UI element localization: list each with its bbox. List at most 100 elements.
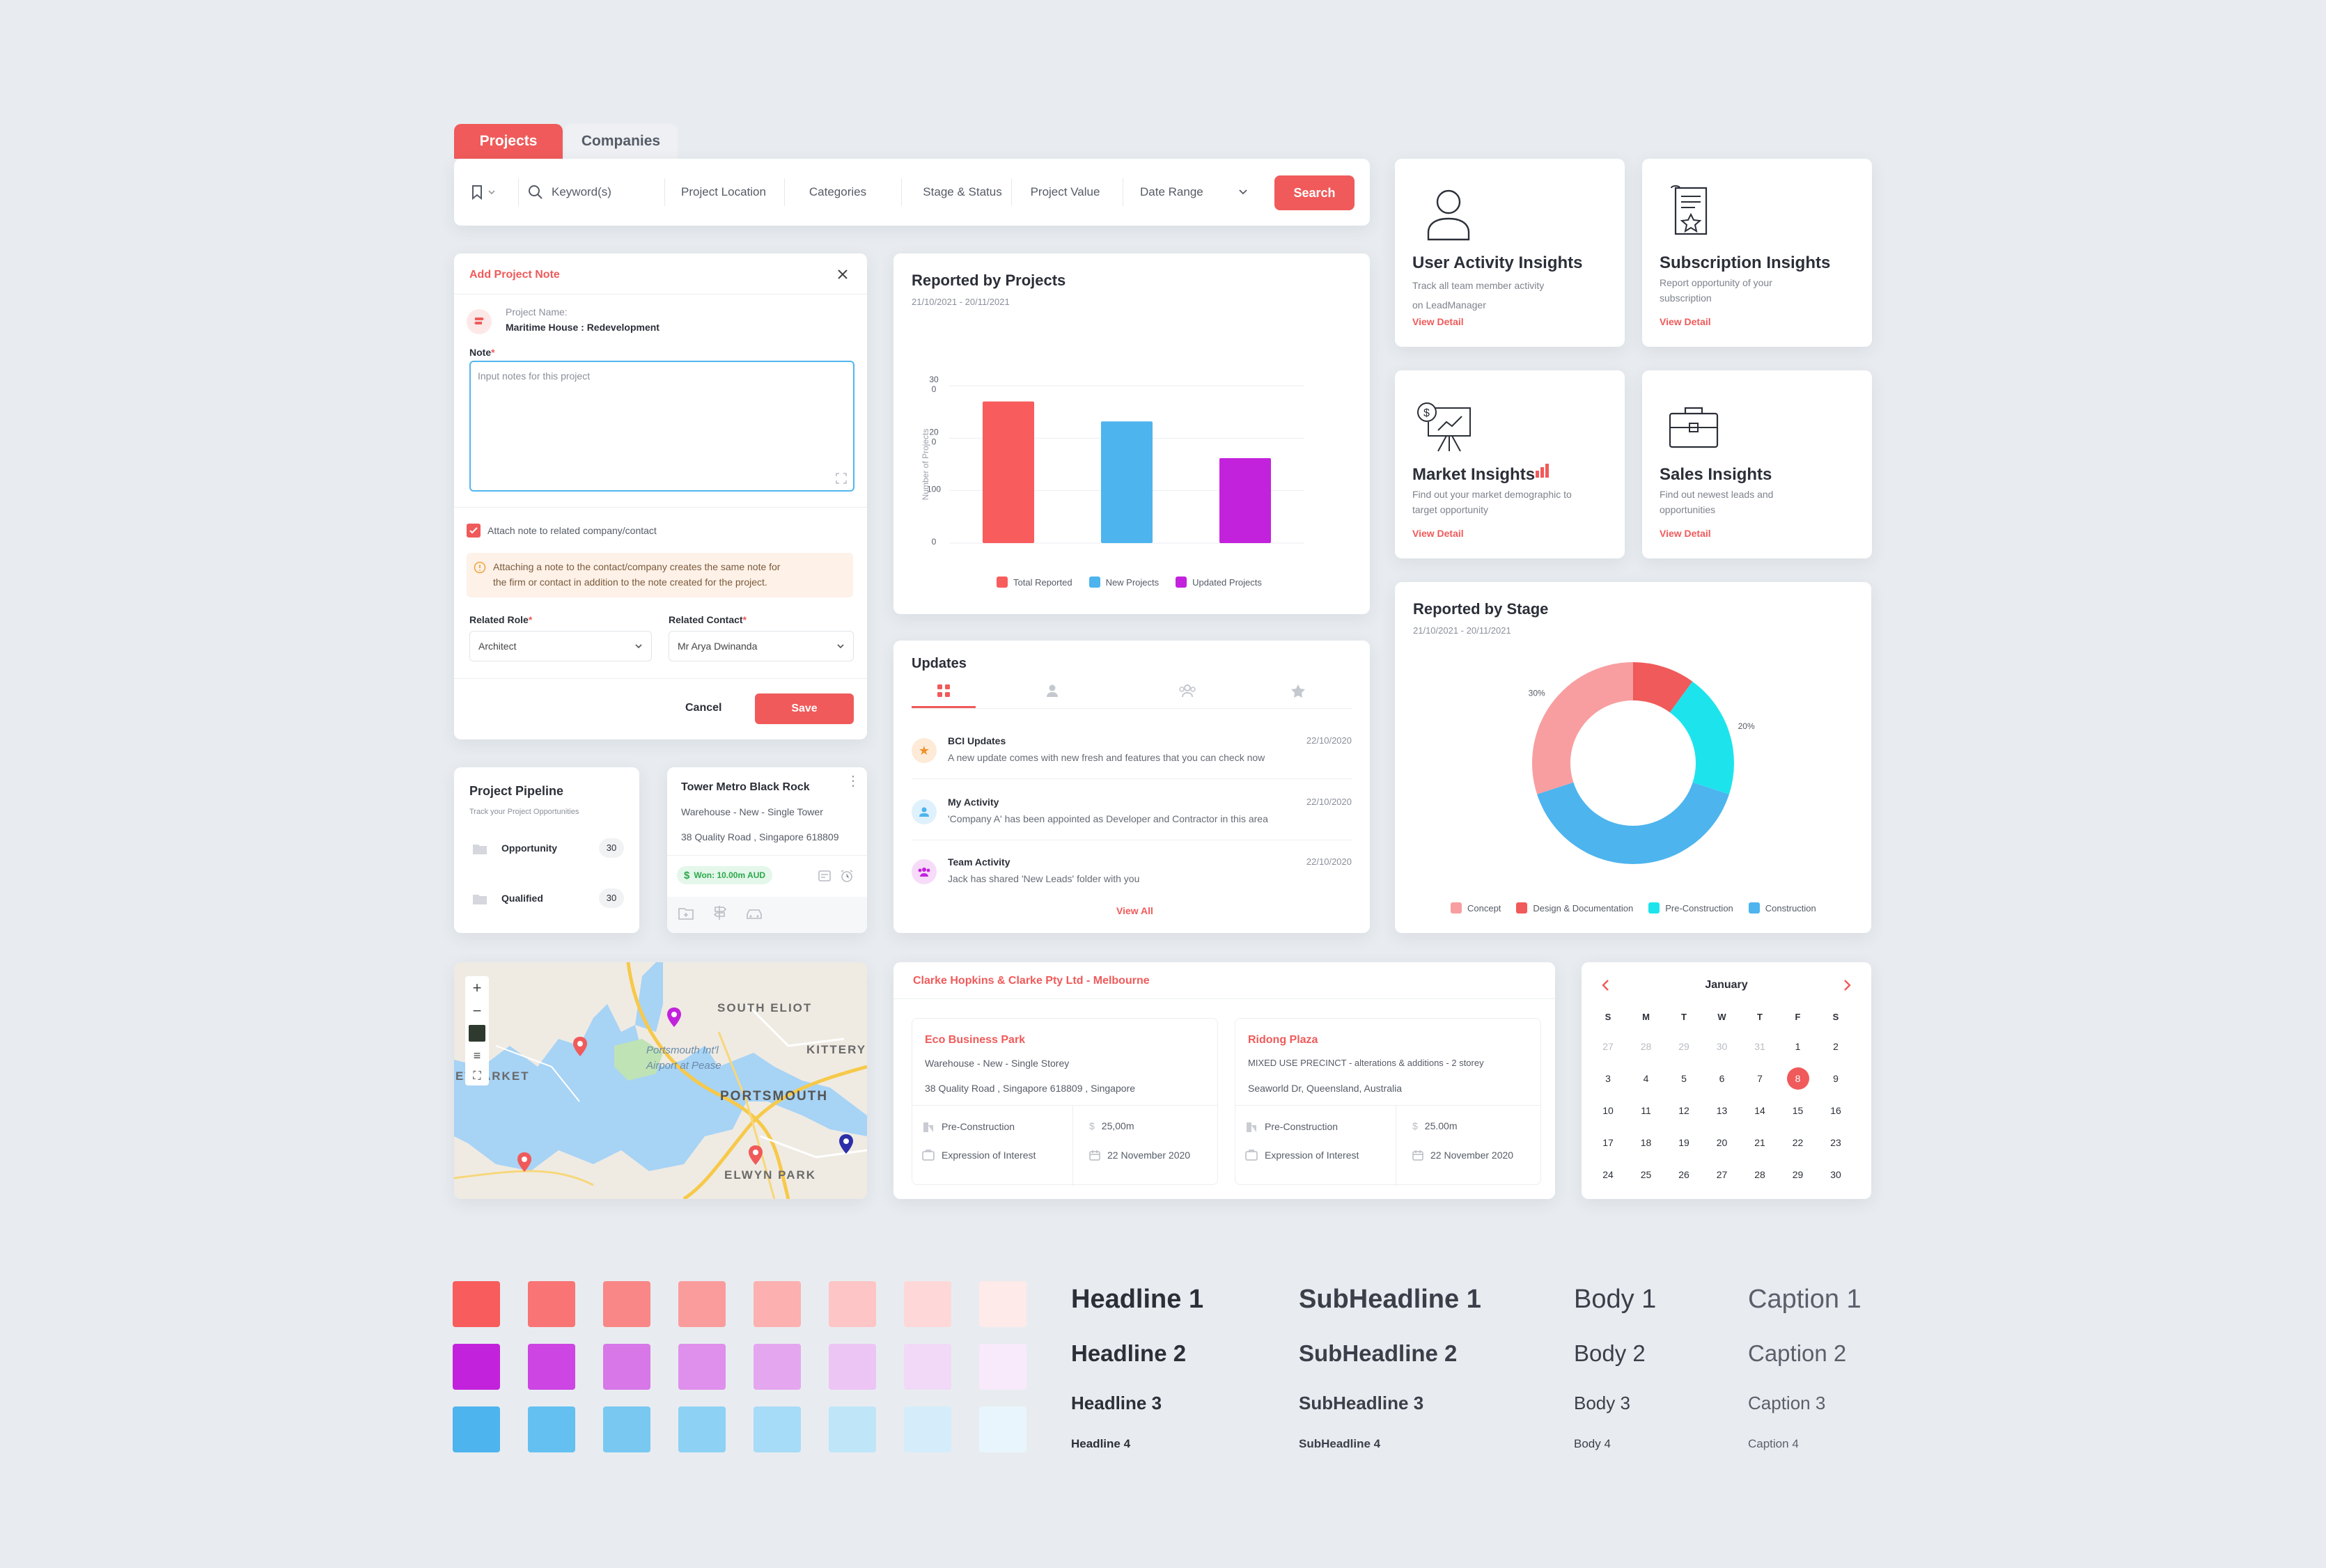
date-range-filter[interactable]: Date Range <box>1140 159 1258 226</box>
calendar-day[interactable]: 23 <box>1830 1137 1841 1148</box>
calendar-day[interactable]: 14 <box>1754 1105 1765 1116</box>
map-pin-icon[interactable] <box>838 1134 854 1154</box>
calendar-day[interactable]: 10 <box>1602 1105 1614 1116</box>
calendar-day[interactable]: 24 <box>1602 1169 1614 1180</box>
calendar-day[interactable]: 6 <box>1719 1073 1725 1084</box>
fullscreen-icon[interactable]: ⛶ <box>473 1070 481 1082</box>
calendar-day[interactable]: 29 <box>1792 1169 1804 1180</box>
folder-plus-icon[interactable] <box>678 907 694 920</box>
update-item[interactable]: ★ BCI Updates 22/10/2020 A new update co… <box>909 731 1355 791</box>
pipeline-row-qualified[interactable]: Qualified 30 <box>469 887 624 911</box>
satellite-icon[interactable] <box>469 1025 485 1042</box>
donut-slice-concept[interactable] <box>1532 662 1633 794</box>
star-icon[interactable] <box>1290 684 1306 698</box>
view-detail-link[interactable]: View Detail <box>1660 528 1711 539</box>
bar-updated-projects[interactable] <box>1219 457 1271 543</box>
calendar-day[interactable]: 4 <box>1643 1073 1649 1084</box>
close-icon[interactable] <box>836 267 850 281</box>
calendar-day[interactable]: 28 <box>1640 1041 1652 1052</box>
resize-icon[interactable] <box>835 472 848 485</box>
calendar-day[interactable]: 29 <box>1678 1041 1689 1052</box>
alarm-icon[interactable] <box>840 869 854 883</box>
calendar-day[interactable]: 12 <box>1678 1105 1689 1116</box>
calendar-day[interactable]: 21 <box>1754 1137 1765 1148</box>
calendar-day[interactable]: 7 <box>1757 1073 1763 1084</box>
bar-total-reported[interactable] <box>983 401 1034 543</box>
calendar-day[interactable]: 26 <box>1678 1169 1689 1180</box>
calendar-day[interactable]: 30 <box>1716 1041 1728 1052</box>
calendar-day[interactable]: 31 <box>1754 1041 1765 1052</box>
keyword-input[interactable]: Keyword(s) <box>528 159 611 226</box>
calendar-day[interactable]: 27 <box>1602 1041 1614 1052</box>
donut-slice-pre-construction[interactable] <box>1669 681 1734 794</box>
view-detail-link[interactable]: View Detail <box>1412 316 1464 327</box>
update-item[interactable]: My Activity 22/10/2020 'Company A' has b… <box>909 792 1355 852</box>
signpost-icon[interactable] <box>713 905 727 920</box>
map-pin-icon[interactable] <box>666 1007 682 1028</box>
save-button[interactable]: Save <box>755 693 854 724</box>
calendar-day[interactable]: 9 <box>1833 1073 1839 1084</box>
person-icon[interactable] <box>1045 684 1059 698</box>
tab-companies[interactable]: Companies <box>564 124 678 159</box>
calendar-day[interactable]: 8 <box>1786 1067 1809 1090</box>
project-location-filter[interactable]: Project Location <box>671 159 776 226</box>
donut-slice-design-documentation[interactable] <box>1633 662 1693 713</box>
calendar-day[interactable]: 20 <box>1716 1137 1728 1148</box>
chevron-left-icon[interactable] <box>1601 979 1611 991</box>
zoom-in-icon[interactable]: + <box>472 979 482 996</box>
calendar-day[interactable]: 2 <box>1833 1041 1839 1052</box>
calendar-day[interactable]: 16 <box>1830 1105 1841 1116</box>
donut-slice-construction[interactable] <box>1537 782 1729 864</box>
grid-icon[interactable] <box>937 684 951 698</box>
view-all-link[interactable]: View All <box>1116 905 1153 916</box>
map-card[interactable]: SOUTH ELIOT KITTERY PORTSMOUTH ELWYN PAR… <box>454 962 867 1199</box>
calendar-day[interactable]: 25 <box>1640 1169 1652 1180</box>
calendar-day[interactable]: 28 <box>1754 1169 1765 1180</box>
tab-projects[interactable]: Projects <box>454 124 563 159</box>
calendar-day[interactable]: 3 <box>1605 1073 1611 1084</box>
project-card-ridong[interactable]: Ridong Plaza MIXED USE PRECINCT - altera… <box>1235 1018 1542 1186</box>
categories-filter[interactable]: Categories <box>786 159 890 226</box>
view-detail-link[interactable]: View Detail <box>1660 316 1711 327</box>
project-card-eco[interactable]: Eco Business Park Warehouse - New - Sing… <box>912 1018 1219 1186</box>
project-value-filter[interactable]: Project Value <box>1015 159 1116 226</box>
tower-metro-card[interactable]: Tower Metro Black Rock ⋮ Warehouse - New… <box>667 767 867 933</box>
attach-note-checkbox[interactable] <box>467 524 481 538</box>
calendar-day[interactable]: 13 <box>1716 1105 1728 1116</box>
map-pin-icon[interactable] <box>517 1152 532 1173</box>
zoom-out-icon[interactable]: − <box>472 1002 482 1019</box>
bookmark-dropdown[interactable] <box>471 159 496 226</box>
calendar-day[interactable]: 17 <box>1602 1137 1614 1148</box>
calendar-day[interactable]: 1 <box>1795 1041 1801 1052</box>
bar-new-projects[interactable] <box>1101 421 1153 543</box>
team-icon[interactable] <box>1179 684 1196 698</box>
stage-status-filter[interactable]: Stage & Status <box>903 159 1022 226</box>
subscription-insights-card[interactable]: Subscription Insights Report opportunity… <box>1642 159 1872 347</box>
cancel-button[interactable]: Cancel <box>685 702 722 714</box>
calendar-day[interactable]: 30 <box>1830 1169 1841 1180</box>
related-role-select[interactable]: Architect <box>469 631 652 661</box>
company-title[interactable]: Clarke Hopkins & Clarke Pty Ltd - Melbou… <box>913 975 1150 987</box>
calendar-day[interactable]: 22 <box>1792 1137 1804 1148</box>
sales-insights-card[interactable]: Sales Insights Find out newest leads and… <box>1642 370 1872 558</box>
note-textarea[interactable]: Input notes for this project <box>469 361 854 492</box>
car-icon[interactable] <box>745 908 763 920</box>
search-button[interactable]: Search <box>1274 175 1355 210</box>
view-detail-link[interactable]: View Detail <box>1412 528 1464 539</box>
map-pin-icon[interactable] <box>572 1036 588 1057</box>
market-insights-card[interactable]: $ Market Insights Find out your market d… <box>1395 370 1625 558</box>
related-contact-select[interactable]: Mr Arya Dwinanda <box>669 631 854 661</box>
map-pin-icon[interactable] <box>748 1145 763 1166</box>
user-activity-insights-card[interactable]: User Activity Insights Track all team me… <box>1395 159 1625 347</box>
calendar-day[interactable]: 19 <box>1678 1137 1689 1148</box>
calendar-day[interactable]: 11 <box>1641 1105 1651 1116</box>
note-icon[interactable] <box>818 869 832 883</box>
layers-icon[interactable]: ≡ <box>473 1049 481 1063</box>
calendar-day[interactable]: 15 <box>1792 1105 1804 1116</box>
chevron-right-icon[interactable] <box>1842 979 1852 991</box>
update-item[interactable]: Team Activity 22/10/2020 Jack has shared… <box>909 852 1355 912</box>
calendar-day[interactable]: 5 <box>1681 1073 1687 1084</box>
more-icon[interactable]: ⋮ <box>846 774 860 789</box>
pipeline-row-opportunity[interactable]: Opportunity 30 <box>469 837 624 861</box>
calendar-day[interactable]: 27 <box>1716 1169 1728 1180</box>
